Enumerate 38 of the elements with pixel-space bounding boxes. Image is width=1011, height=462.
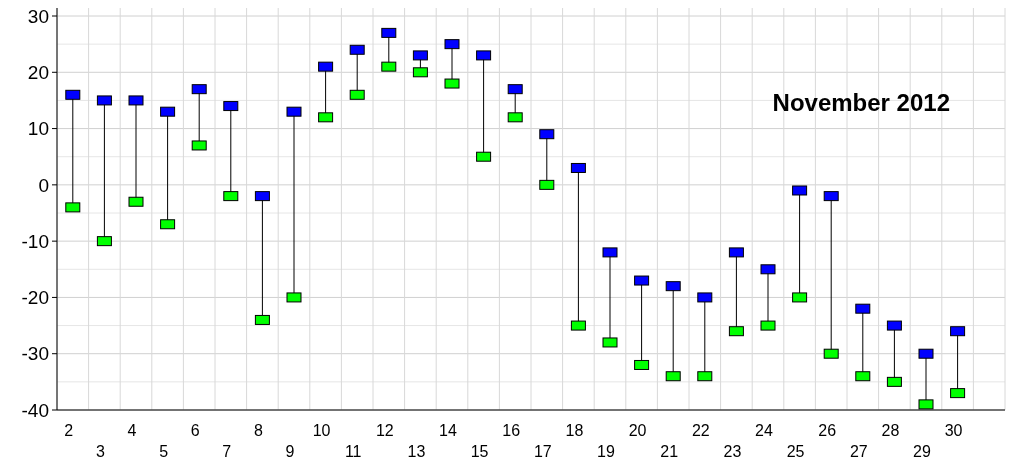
y-tick-label: -20 xyxy=(21,287,49,309)
y-tick-label: 30 xyxy=(27,5,49,27)
x-tick-label: 7 xyxy=(222,443,232,460)
x-tick-label: 18 xyxy=(565,422,584,439)
x-tick-label: 20 xyxy=(628,422,647,439)
x-tick-label: 30 xyxy=(944,422,963,439)
x-tick-label: 6 xyxy=(190,422,200,439)
x-tick-label: 13 xyxy=(407,443,426,460)
x-tick-label: 2 xyxy=(64,422,74,439)
x-tick-label: 9 xyxy=(285,443,295,460)
y-tick-label: -30 xyxy=(21,343,49,365)
x-tick-label: 28 xyxy=(881,422,900,439)
x-tick-label: 16 xyxy=(502,422,521,439)
x-tick-label: 21 xyxy=(660,443,679,460)
x-tick-label: 24 xyxy=(755,422,773,439)
x-tick-label: 8 xyxy=(253,422,263,439)
x-tick-label: 3 xyxy=(95,443,105,460)
x-tick-label: 12 xyxy=(375,422,394,439)
x-tick-label: 10 xyxy=(312,422,331,439)
y-tick-label: 10 xyxy=(27,118,49,140)
x-tick-label: 27 xyxy=(849,443,868,460)
x-tick-label: 23 xyxy=(723,443,742,460)
x-tick-label: 4 xyxy=(127,422,137,439)
x-tick-label: 25 xyxy=(786,443,805,460)
y-tick-label: -10 xyxy=(21,230,49,252)
x-tick-label: 22 xyxy=(691,422,710,439)
x-tick-label: 17 xyxy=(533,443,552,460)
y-tick-label: 0 xyxy=(38,174,49,196)
x-tick-label: 11 xyxy=(344,443,362,460)
x-tick-label: 5 xyxy=(159,443,169,460)
x-tick-label: 29 xyxy=(913,443,931,460)
x-tick-label: 14 xyxy=(439,422,457,439)
y-tick-label: -40 xyxy=(21,399,49,421)
annotation: November 2012 xyxy=(772,89,950,116)
x-tick-label: 15 xyxy=(470,443,489,460)
y-tick-label: 20 xyxy=(27,61,49,83)
x-tick-label: 19 xyxy=(597,443,615,460)
x-tick-label: 26 xyxy=(818,422,837,439)
